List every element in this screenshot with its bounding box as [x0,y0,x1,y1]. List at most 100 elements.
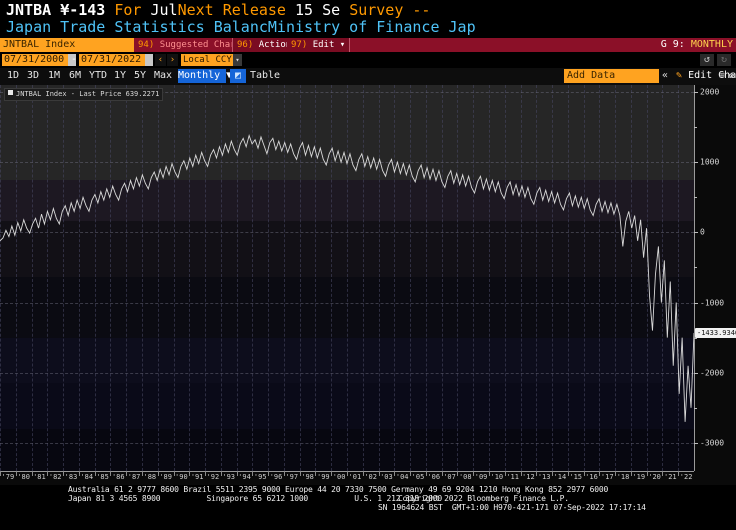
y-axis-tick-label: -1000 [700,298,725,308]
chart-gridline-vertical [236,85,238,471]
period-button-3d[interactable]: 3D [26,70,40,81]
x-axis-tick-mark [378,471,380,476]
chart-gridline-vertical [630,85,632,471]
period-button-table[interactable]: Table [249,70,281,81]
y-axis: -1433.9346 2000 1000 0 -1000 -2000 -3000 [694,85,736,471]
x-axis-tick-label: '94 [238,473,251,481]
period-button-1m[interactable]: 1M [47,70,61,81]
y-axis-line [694,85,695,471]
chart-gridline-vertical [504,85,506,471]
y-axis-tick-label: -2000 [700,368,725,378]
next-release-value: 15 Se [295,1,341,19]
collapse-panel-button[interactable]: « [662,70,669,81]
x-axis-tick-mark [362,471,364,476]
x-axis-tick-label: '91 [190,473,204,481]
table-view-icon[interactable]: ⊞ [719,71,725,81]
period-button-5y[interactable]: 5Y [133,70,147,81]
x-axis-tick-label: '02 [364,473,377,481]
chart-gridline-vertical [268,85,270,471]
next-period-button[interactable]: › [167,54,178,66]
x-axis-tick-label: '17 [600,473,614,481]
footer-session-info: SN 1964624 BST GMT+1:00 H970-421-171 07-… [378,503,646,512]
ticker-symbol: JNTBA [6,1,52,19]
x-axis-tick-mark [662,471,664,476]
x-axis-tick-label: '10 [490,473,504,481]
gear-icon[interactable]: ✿ [728,71,735,81]
currency-selector[interactable]: Local CCY [181,54,233,66]
y-axis-tick-label: 1000 [700,157,720,167]
x-axis-tick-label: '19 [632,473,646,481]
chart-plot-area[interactable]: JNTBAL Index - Last Price 639.2271 [0,85,694,471]
chart-gridline-vertical [141,85,143,471]
x-axis-tick-label: '08 [458,473,472,481]
start-date-input[interactable]: 07/31/2000 [2,54,68,66]
chart-gridline-vertical [299,85,301,471]
period-button-monthly[interactable]: Monthly ▼ [178,69,233,83]
period-button-ytd[interactable]: YTD [88,70,108,81]
suggested-charts-label: Suggested Charts [159,40,247,50]
calendar-icon[interactable] [68,54,76,66]
chevron-down-icon[interactable]: ▾ [233,54,242,66]
prev-period-button[interactable]: ‹ [155,54,166,66]
ticker-input[interactable]: JNTBAL Index [0,38,134,52]
y-axis-minor-tick [694,197,697,199]
date-separator: - [71,54,78,65]
period-button-6m[interactable]: 6M [68,70,82,81]
g-label: G 9: [660,39,685,50]
chart-gridline-vertical [189,85,191,471]
x-axis-tick-label: '00 [332,473,346,481]
x-axis-tick-mark [567,471,569,476]
ticker-value: ¥-143 [60,1,106,19]
chart-type-icon[interactable]: ◩ [230,69,246,83]
price-chart[interactable]: JNTBAL Index - Last Price 639.2271 -1433… [0,85,736,485]
x-axis-tick-mark [583,471,585,476]
chart-gridline-vertical [315,85,317,471]
suggested-charts-button[interactable]: 94) Suggested Charts [138,38,246,52]
x-axis-tick-label: '90 [175,473,188,481]
x-axis-tick-label: '06 [427,473,441,481]
actions-label: Actions [258,40,297,50]
command-bar: JNTBAL Index 94) Suggested Charts 96) Ac… [0,38,736,52]
header-line-1: JNTBA ¥-143 For JulNext Release 15 Se Su… [6,1,430,19]
undo-button[interactable]: ↺ [700,54,714,66]
chart-legend: JNTBAL Index - Last Price 639.2271 [4,88,164,101]
period-button-1y[interactable]: 1Y [113,70,127,81]
x-axis-tick-label: '80 [17,473,30,481]
y-axis-tick-mark [694,232,698,234]
legend-series-name: JNTBAL Index [16,90,67,98]
x-axis-tick-label: '82 [48,473,62,481]
x-axis: '79'80'81'82'83'84'85'86'87'88'89'90'91 '… [0,471,736,485]
chart-gridline-vertical [378,85,380,471]
chart-gridline-vertical [552,85,554,471]
x-axis-tick-mark [63,471,65,476]
y-axis-tick-mark [694,92,698,94]
x-axis-tick-mark [141,471,143,476]
x-axis-tick-mark [646,471,648,476]
x-axis-tick-mark [110,471,112,476]
period-button-1d[interactable]: 1D [6,70,20,81]
pencil-icon: ✎ [676,70,683,81]
end-date-input[interactable]: 07/31/2022 [79,54,145,66]
period-button-max[interactable]: Max [153,70,173,81]
x-axis-tick-label: '21 [664,473,677,481]
y-axis-minor-tick [694,407,697,409]
add-data-input[interactable]: Add Data [564,69,659,83]
edit-chart-button[interactable]: ✎ Edit Chart [676,69,736,83]
for-month: Jul [150,1,178,19]
redo-button[interactable]: ↻ [717,54,731,66]
x-axis-tick-label: '15 [569,473,583,481]
chart-gridline-vertical [157,85,159,471]
x-axis-tick-mark [78,471,80,476]
chart-gridline-vertical [47,85,49,471]
edit-menu-button[interactable]: 97) Edit ▾ [287,38,351,52]
x-axis-tick-mark [536,471,538,476]
x-axis-tick-label: '09 [474,473,488,481]
calendar-icon[interactable] [145,54,153,66]
chart-gridline-vertical [473,85,475,471]
x-axis-tick-mark [599,471,601,476]
x-axis-tick-mark [347,471,348,476]
x-axis-tick-label: '18 [616,473,630,481]
x-axis-tick-mark [615,471,617,476]
price-line-series [0,134,694,422]
x-axis-tick-label: '22 [679,473,693,481]
